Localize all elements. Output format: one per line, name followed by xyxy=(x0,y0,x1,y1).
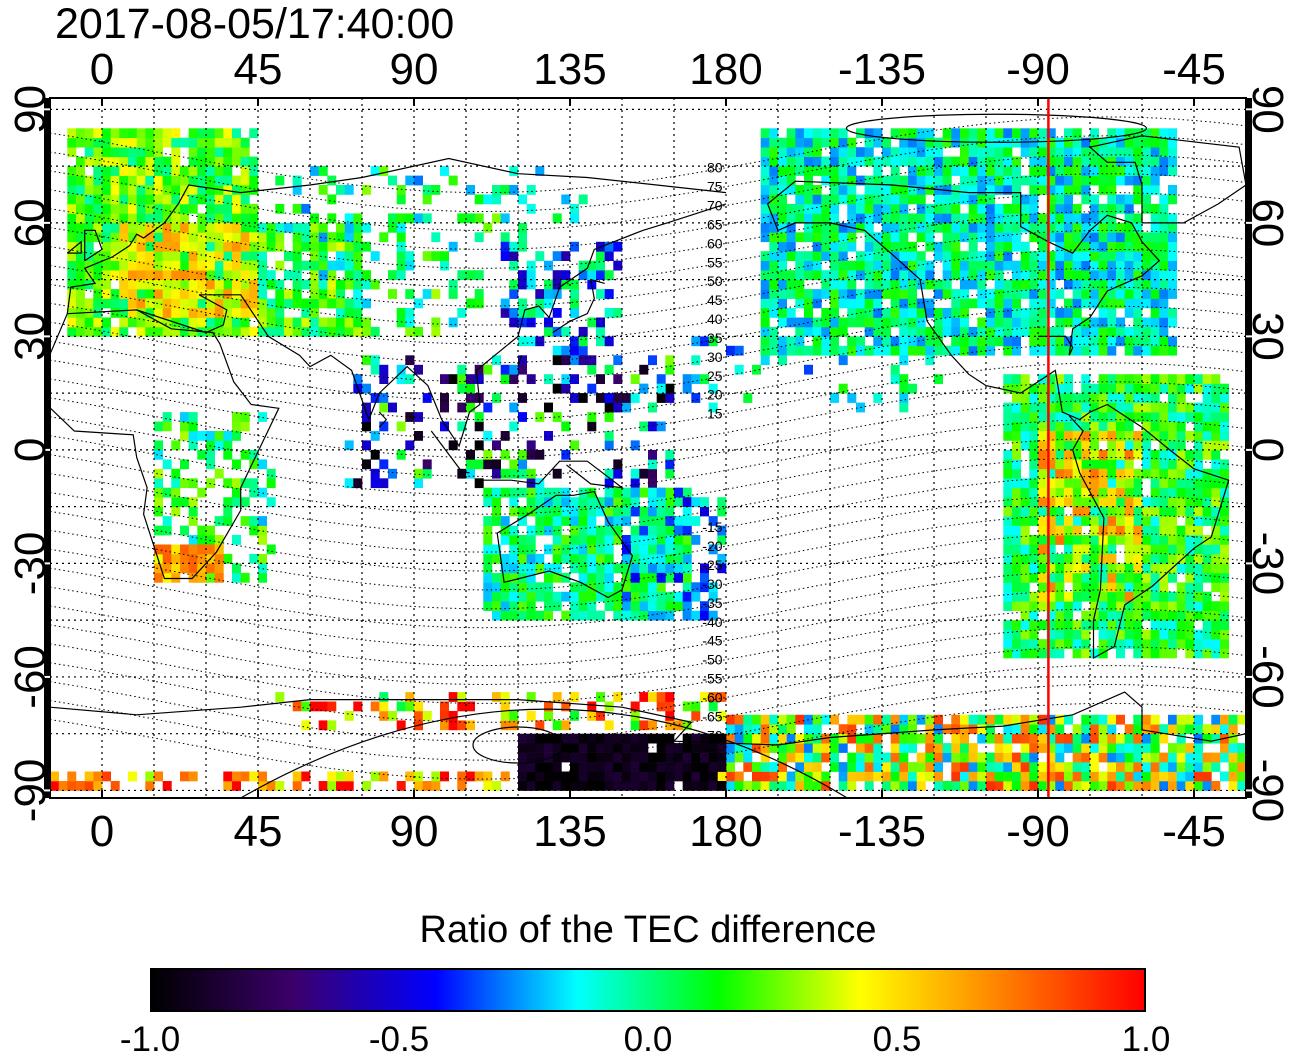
contour-label: 40 xyxy=(707,311,723,327)
contour-label: 50 xyxy=(707,273,723,289)
contour-label: -15 xyxy=(702,519,722,535)
top-lon-tick-label: 180 xyxy=(689,45,762,94)
bottom-lon-tick-label: -45 xyxy=(1162,807,1226,856)
top-lon-tick-label: 45 xyxy=(234,45,283,94)
axes: 0 45 90 135 180 -135 -90 -450 45 90 135 180 -135 -90-… xyxy=(6,45,1292,856)
tec-data-layer xyxy=(50,128,1246,791)
right-lat-tick-label: 90 xyxy=(1243,85,1292,134)
contour-label: -50 xyxy=(702,652,722,668)
contour-label: -65 xyxy=(702,708,722,724)
left-lat-tick-label: 90 xyxy=(6,85,55,134)
colorbar xyxy=(150,968,1146,1012)
right-lat-tick-label: -30 xyxy=(1243,532,1292,596)
left-lat-tick-label: 30 xyxy=(6,312,55,361)
contour-label: 75 xyxy=(707,179,723,195)
contour-label: 55 xyxy=(707,254,723,270)
top-lon-tick-label: -90 xyxy=(1006,45,1070,94)
right-lat-tick-label: 60 xyxy=(1243,198,1292,247)
colorbar-tick-label: 0.0 xyxy=(623,1020,673,1059)
top-lon-tick-label: 0 xyxy=(90,45,114,94)
contour-label: -30 xyxy=(702,576,722,592)
contour-label: 70 xyxy=(707,198,723,214)
top-lon-tick-label: 90 xyxy=(390,45,439,94)
bottom-lon-tick-label: -135 xyxy=(838,807,926,856)
contour-label: -55 xyxy=(702,671,722,687)
contour-label: 65 xyxy=(707,217,723,233)
top-lon-tick-label: -45 xyxy=(1162,45,1226,94)
colorbar-tick-label: -1.0 xyxy=(119,1020,181,1059)
magnetic-latitude-contours xyxy=(50,113,1246,798)
colorbar-title: Ratio of the TEC difference xyxy=(419,909,877,951)
colorbar-tick-label: -0.5 xyxy=(368,1020,430,1059)
contour-label: 80 xyxy=(707,160,723,176)
tec-map: 80 75 70 65 60 55 50 45 40 35 30 25 20 15 -15 -20 -25 -30… xyxy=(6,45,1292,856)
contour-label: -45 xyxy=(702,633,722,649)
contour-label: -70 xyxy=(702,727,722,743)
contour-label: 35 xyxy=(707,330,723,346)
contour-labels: 80 75 70 65 60 55 50 45 40 35 30 25 20 15 -15 -20 -25 -30… xyxy=(702,160,722,763)
contour-label: -60 xyxy=(702,689,722,705)
right-lat-tick-label: -90 xyxy=(1243,759,1292,823)
left-lat-tick-label: 60 xyxy=(6,198,55,247)
graticule xyxy=(50,98,1246,798)
contour-label: -35 xyxy=(702,595,722,611)
contour-label: 20 xyxy=(707,387,723,403)
contour-label: -20 xyxy=(702,538,722,554)
left-lat-tick-label: 0 xyxy=(6,438,55,462)
bottom-lon-tick-label: 45 xyxy=(234,807,283,856)
contour-label: 25 xyxy=(707,368,723,384)
timestamp: 2017-08-05/17:40:00 xyxy=(55,0,455,48)
contour-label: -25 xyxy=(702,557,722,573)
contour-label: 15 xyxy=(707,406,723,422)
left-lat-tick-label: -90 xyxy=(6,759,55,823)
colorbar-tick-label: 0.5 xyxy=(872,1020,922,1059)
top-lon-tick-label: 135 xyxy=(533,45,606,94)
left-lat-tick-label: -60 xyxy=(6,645,55,709)
bottom-lon-tick-label: 90 xyxy=(390,807,439,856)
bottom-lon-tick-label: -90 xyxy=(1006,807,1070,856)
right-lat-tick-label: 0 xyxy=(1243,438,1292,462)
left-lat-tick-label: -30 xyxy=(6,532,55,596)
contour-label: 30 xyxy=(707,349,723,365)
bottom-lon-tick-label: 180 xyxy=(689,807,762,856)
colorbar-tick-label: 1.0 xyxy=(1121,1020,1171,1059)
contour-label: 45 xyxy=(707,292,723,308)
contour-label: -40 xyxy=(702,614,722,630)
bottom-lon-tick-label: 135 xyxy=(533,807,606,856)
right-lat-tick-label: -60 xyxy=(1243,645,1292,709)
top-lon-tick-label: -135 xyxy=(838,45,926,94)
bottom-lon-tick-label: 0 xyxy=(90,807,114,856)
contour-label: -75 xyxy=(702,746,722,762)
contour-label: 60 xyxy=(707,235,723,251)
right-lat-tick-label: 30 xyxy=(1243,312,1292,361)
